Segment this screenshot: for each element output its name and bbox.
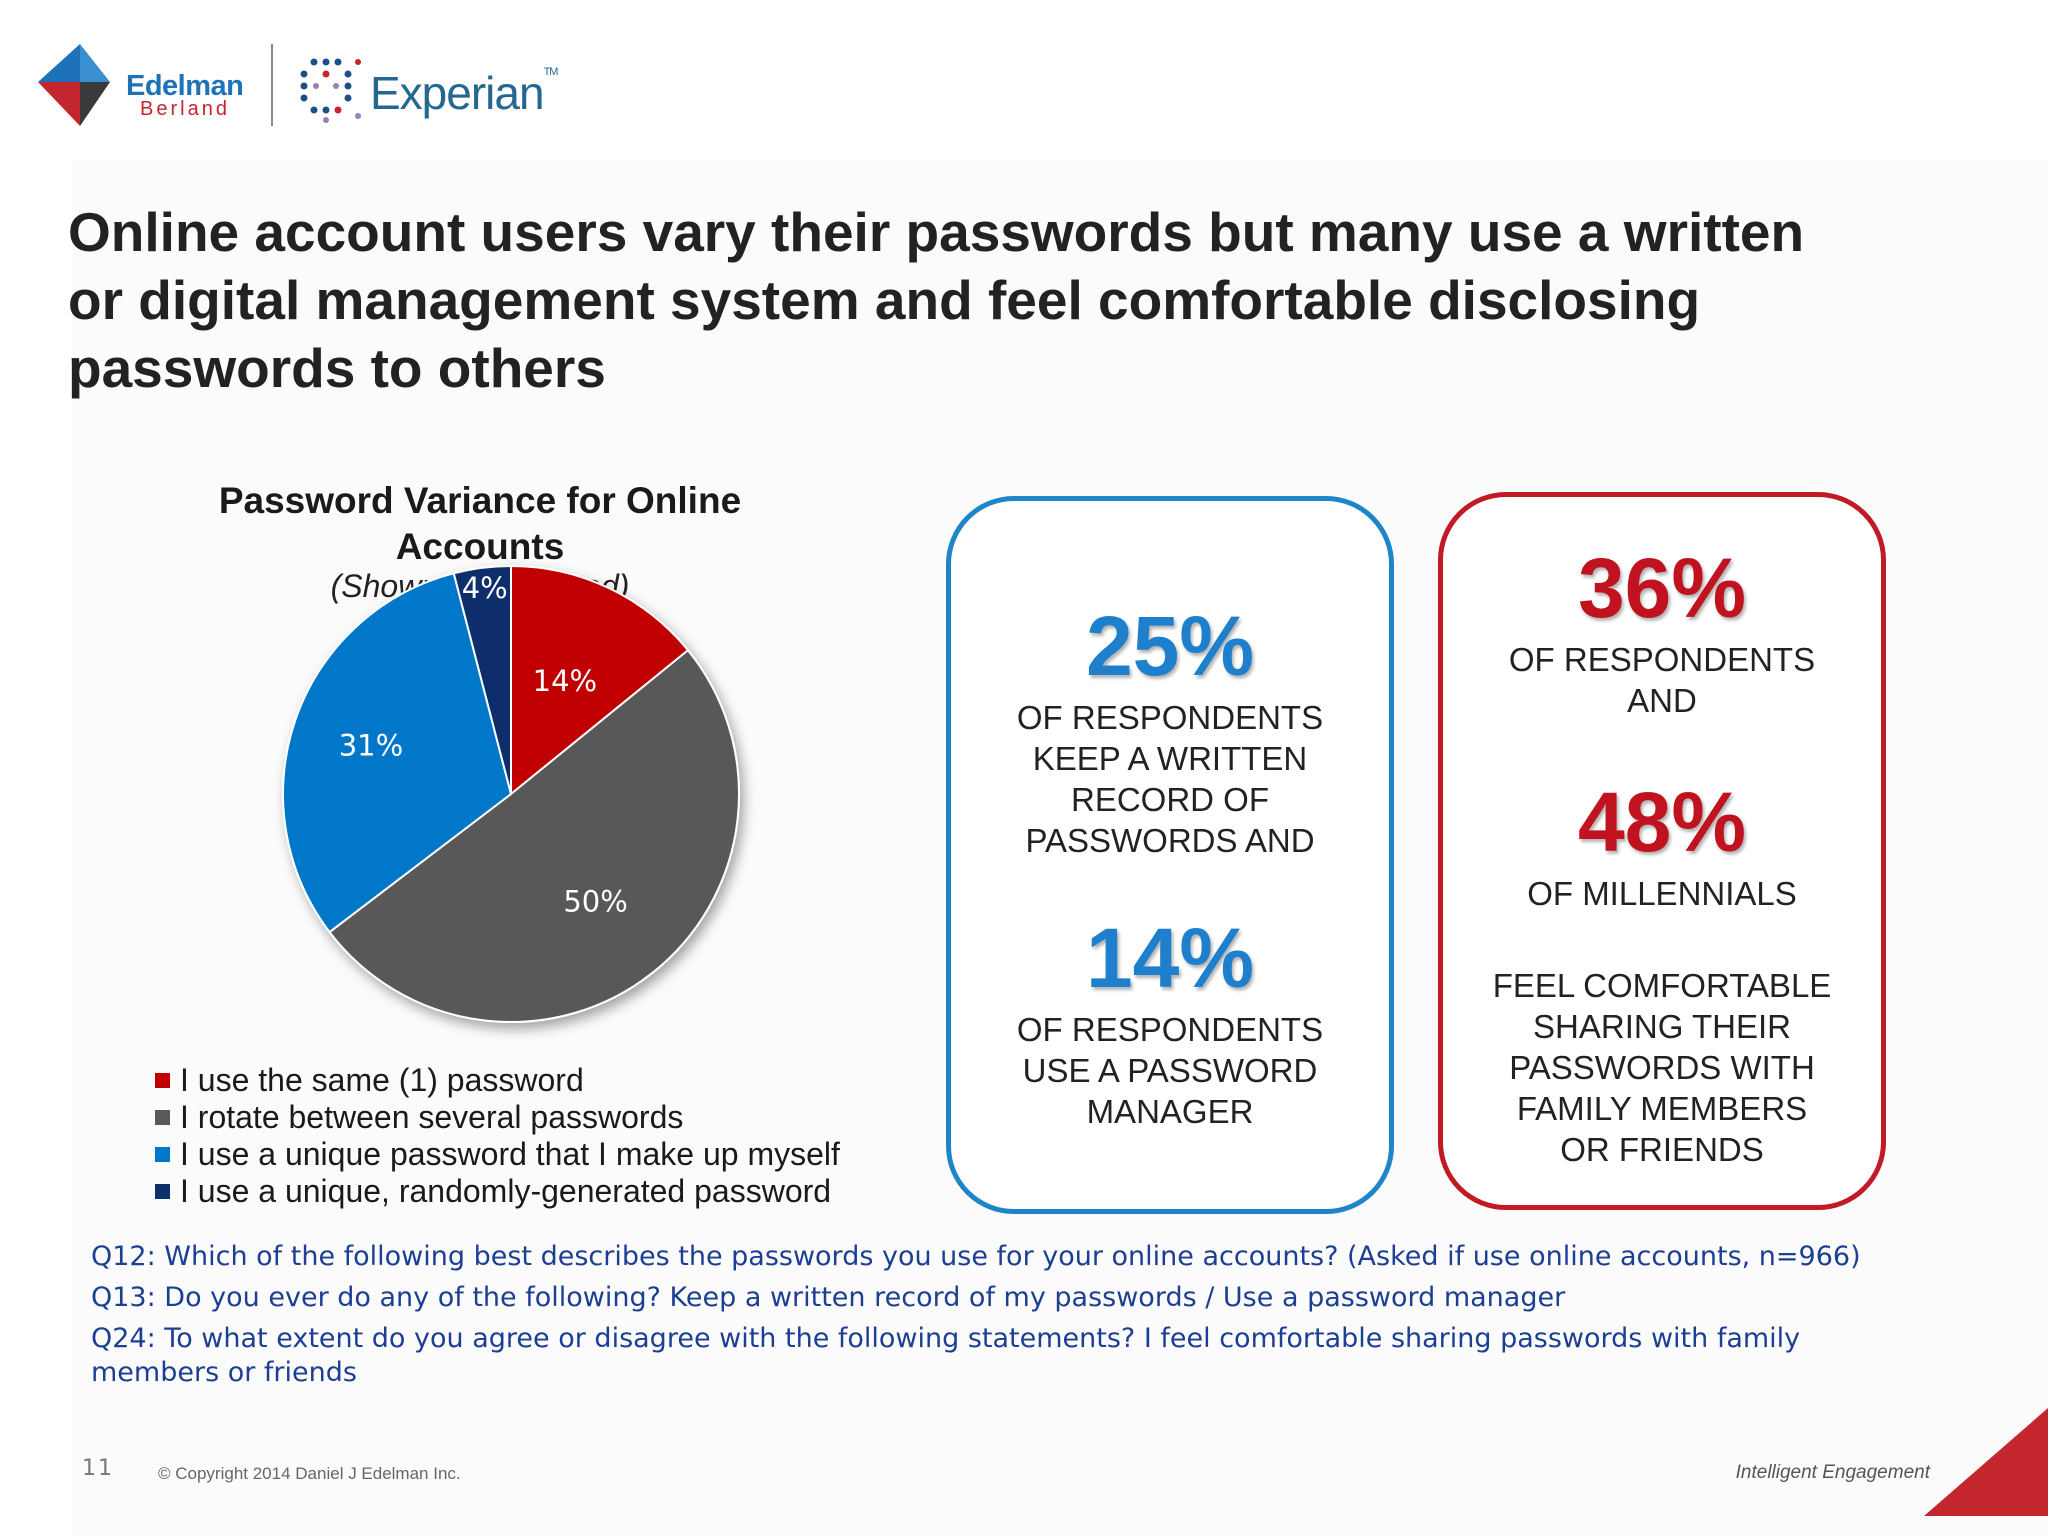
stat-written-record-text: OF RESPONDENTS KEEP A WRITTEN RECORD OF … <box>1016 699 1324 859</box>
experian-name: ExperianTM <box>370 66 559 120</box>
question-q24: Q24: To what extent do you agree or disa… <box>91 1323 1801 1388</box>
legend-item: I use a unique password that I make up m… <box>155 1136 840 1173</box>
stat-respondents-sharing-percent: 36% <box>1577 541 1747 635</box>
chart-title: Password Variance for Online Accounts <box>160 478 800 570</box>
question-q13: Q13: Do you ever do any of the following… <box>91 1282 1566 1313</box>
pie-slice <box>282 572 513 934</box>
copyright: © Copyright 2014 Daniel J Edelman Inc. <box>158 1464 461 1483</box>
slide-title: Online account users vary their password… <box>68 198 1948 402</box>
edelman-subname: Berland <box>140 98 230 120</box>
legend-swatch <box>155 1073 170 1088</box>
legend-item: I rotate between several passwords <box>155 1099 840 1136</box>
slide-title-line: Online account users vary their password… <box>68 201 1805 263</box>
pie-chart: 14% 50% 31% 4% <box>282 564 740 1023</box>
tagline: Intelligent Engagement <box>1735 1462 1930 1483</box>
slide-title-line: passwords to others <box>68 337 606 399</box>
question-q12: Q12: Which of the following best describ… <box>91 1241 1861 1272</box>
legend-item: I use a unique, randomly-generated passw… <box>155 1173 840 1210</box>
edelman-logo-mark <box>38 44 110 126</box>
legend-label: I use the same (1) password <box>180 1062 584 1098</box>
pie-data-label: 50% <box>563 885 627 919</box>
stat-millennials-sharing-percent: 48% <box>1577 775 1747 869</box>
corner-triangle-icon <box>1924 1408 2048 1516</box>
stat-respondents-sharing-text: OF RESPONDENTS AND <box>1508 641 1816 719</box>
legend-label: I rotate between several passwords <box>180 1099 684 1135</box>
stat-box-sharing: 36% OF RESPONDENTS AND 48% OF MILLENNIAL… <box>1438 492 1886 1210</box>
pie-slice <box>328 648 740 1023</box>
chart-title-line: Password Variance for Online <box>218 480 742 521</box>
pie-data-label: 31% <box>339 729 403 763</box>
page-number: 11 <box>82 1456 114 1481</box>
legend-swatch <box>155 1184 170 1199</box>
legend-swatch <box>155 1110 170 1125</box>
experian-tm: TM <box>543 66 559 78</box>
stat-password-manager-percent: 14% <box>1085 911 1255 1005</box>
stat-box-written-records: 25% OF RESPONDENTS KEEP A WRITTEN RECORD… <box>946 496 1394 1214</box>
chart-legend: I use the same (1) password I rotate betw… <box>155 1062 840 1210</box>
pie-slice <box>510 564 690 797</box>
stat-password-manager-text: OF RESPONDENTS USE A PASSWORD MANAGER <box>1016 1011 1324 1130</box>
experian-wordmark: Experian <box>370 67 545 119</box>
stat-written-record-percent: 25% <box>1085 599 1255 693</box>
pie-data-label: 4% <box>462 571 508 605</box>
pie-data-label: 14% <box>533 664 597 698</box>
experian-dots-icon <box>300 58 361 123</box>
stat-millennials-text: OF MILLENNIALS <box>1527 875 1797 912</box>
edelman-name: Edelman <box>126 70 244 102</box>
legend-label: I use a unique, randomly-generated passw… <box>180 1173 832 1209</box>
legend-label: I use a unique password that I make up m… <box>180 1136 840 1172</box>
stat-sharing-statement: FEEL COMFORTABLE SHARING THEIR PASSWORDS… <box>1492 967 1832 1168</box>
survey-questions: Q12: Which of the following best describ… <box>91 1240 1991 1397</box>
legend-swatch <box>155 1147 170 1162</box>
slide-title-line: or digital management system and feel co… <box>68 269 1701 331</box>
pie-slice <box>452 564 512 795</box>
chart-title-line: Accounts <box>395 526 565 567</box>
legend-item: I use the same (1) password <box>155 1062 840 1099</box>
logo-divider <box>271 44 273 126</box>
